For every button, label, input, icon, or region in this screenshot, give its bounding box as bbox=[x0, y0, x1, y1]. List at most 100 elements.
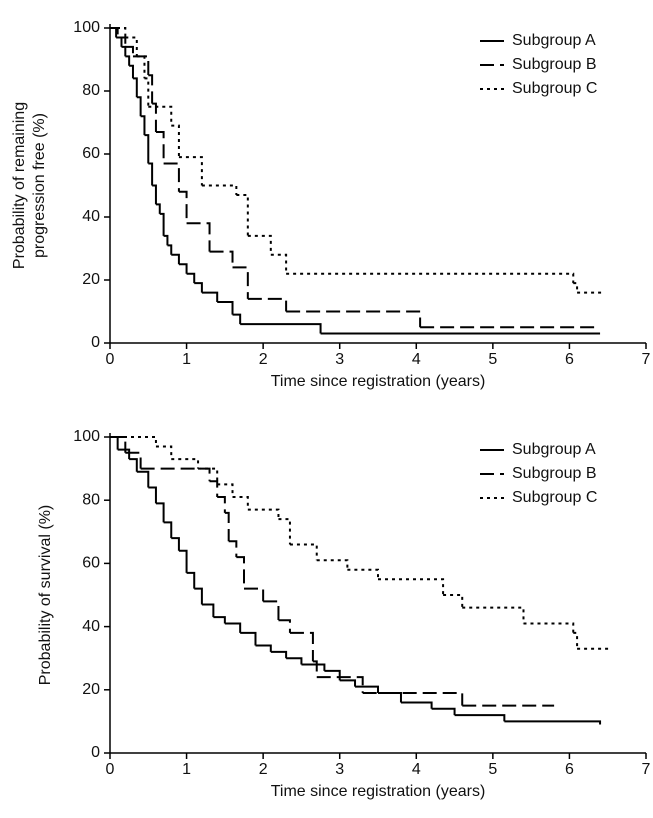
survival-step bbox=[132, 55, 150, 76]
survival-step bbox=[129, 64, 134, 79]
survival-step bbox=[504, 720, 602, 725]
y-tick-label: 60 bbox=[82, 145, 100, 162]
x-tick-label: 6 bbox=[565, 761, 574, 778]
survival-step bbox=[201, 184, 238, 195]
legend-label: Subgroup C bbox=[512, 80, 597, 97]
x-tick-label: 1 bbox=[182, 761, 191, 778]
survival-step bbox=[523, 622, 575, 633]
survival-step bbox=[573, 282, 579, 293]
survival-step bbox=[378, 691, 402, 703]
survival-step bbox=[347, 568, 379, 580]
survival-step bbox=[201, 291, 219, 303]
survival-step bbox=[339, 679, 357, 687]
survival-step bbox=[247, 234, 272, 255]
survival-step bbox=[286, 272, 575, 284]
survival-step bbox=[155, 130, 165, 164]
y-tick-label: 100 bbox=[73, 428, 100, 445]
survival-step bbox=[270, 650, 288, 659]
survival-step bbox=[324, 669, 341, 681]
legend-label: Subgroup C bbox=[512, 489, 597, 506]
y-tick-label: 20 bbox=[82, 681, 100, 698]
x-tick-label: 7 bbox=[642, 761, 651, 778]
y-tick-label: 40 bbox=[82, 208, 100, 225]
survival-step bbox=[278, 518, 291, 545]
legend-label: Subgroup A bbox=[512, 441, 596, 458]
x-tick-label: 7 bbox=[642, 351, 651, 368]
survival-step bbox=[255, 644, 272, 652]
survival-step bbox=[125, 55, 131, 66]
survival-step bbox=[148, 74, 154, 104]
survival-step bbox=[312, 660, 318, 678]
y-tick-label: 100 bbox=[73, 19, 100, 36]
survival-step bbox=[144, 77, 150, 107]
survival-step bbox=[178, 156, 203, 186]
survival-step bbox=[270, 253, 288, 274]
survival-step bbox=[213, 616, 226, 624]
survival-step bbox=[136, 96, 142, 117]
survival-step bbox=[140, 467, 211, 482]
survival-step bbox=[178, 263, 188, 274]
survival-step bbox=[240, 631, 257, 646]
survival-step bbox=[171, 537, 180, 551]
survival-step bbox=[171, 458, 200, 469]
survival-step bbox=[186, 222, 211, 252]
survival-step bbox=[129, 458, 138, 472]
survival-step bbox=[178, 549, 188, 573]
survival-step bbox=[286, 657, 303, 665]
survival-step bbox=[240, 323, 322, 334]
survival-step bbox=[278, 619, 291, 633]
survival-step bbox=[236, 193, 249, 236]
survival-step bbox=[144, 134, 150, 164]
survival-step bbox=[186, 272, 196, 284]
survival-step bbox=[140, 115, 146, 136]
survival-step bbox=[232, 266, 249, 299]
survival-step bbox=[217, 301, 234, 315]
y-tick-label: 80 bbox=[82, 491, 100, 508]
survival-step bbox=[155, 203, 161, 214]
survival-step bbox=[431, 707, 456, 716]
survival-step bbox=[159, 212, 165, 236]
x-tick-label: 4 bbox=[412, 351, 421, 368]
survival-step bbox=[194, 587, 203, 605]
survival-step bbox=[236, 556, 245, 589]
x-tick-label: 5 bbox=[488, 351, 497, 368]
survival-step bbox=[209, 250, 234, 268]
y-axis-label: Probability of remaining bbox=[11, 102, 28, 269]
survival-step bbox=[263, 600, 280, 621]
survival-step bbox=[217, 483, 234, 498]
survival-step bbox=[110, 436, 119, 450]
survival-step bbox=[167, 244, 173, 255]
survival-step bbox=[217, 496, 226, 513]
survival-step bbox=[110, 436, 157, 447]
survival-step bbox=[232, 313, 242, 325]
survival-step bbox=[232, 496, 249, 510]
survival-step bbox=[244, 587, 265, 602]
x-tick-label: 0 bbox=[106, 351, 115, 368]
y-axis-label: Probability of survival (%) bbox=[37, 505, 54, 686]
survival-step bbox=[355, 685, 379, 693]
survival-step bbox=[443, 594, 464, 608]
survival-step bbox=[362, 691, 464, 706]
x-tick-label: 2 bbox=[259, 761, 268, 778]
survival-step bbox=[132, 77, 138, 98]
survival-step bbox=[201, 603, 215, 618]
survival-step bbox=[301, 663, 326, 671]
y-tick-label: 80 bbox=[82, 82, 100, 99]
survival-step bbox=[121, 45, 127, 57]
survival-step bbox=[400, 701, 433, 709]
survival-step bbox=[224, 511, 230, 542]
survival-step bbox=[136, 55, 146, 79]
legend-label: Subgroup A bbox=[512, 32, 596, 49]
y-tick-label: 20 bbox=[82, 271, 100, 288]
x-tick-label: 3 bbox=[335, 351, 344, 368]
survival-step bbox=[148, 162, 154, 186]
survival-step bbox=[462, 606, 525, 624]
survival-step bbox=[125, 45, 134, 57]
x-tick-label: 2 bbox=[259, 351, 268, 368]
survival-step bbox=[247, 297, 288, 312]
x-tick-label: 5 bbox=[488, 761, 497, 778]
survival-step bbox=[136, 470, 150, 488]
survival-step bbox=[117, 448, 131, 460]
survival-step bbox=[117, 36, 127, 47]
